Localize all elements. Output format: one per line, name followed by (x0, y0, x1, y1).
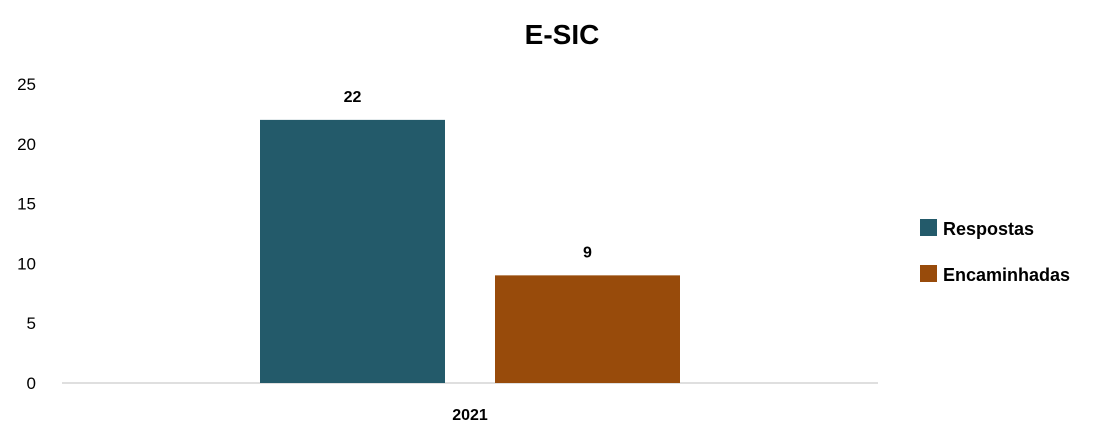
chart-title: E-SIC (525, 19, 600, 50)
y-tick-label: 10 (17, 254, 36, 273)
y-tick-label: 25 (17, 75, 36, 94)
y-tick-label: 20 (17, 135, 36, 154)
data-labels: 22 9 (344, 89, 592, 261)
bar-encaminhadas (495, 275, 680, 383)
legend-swatch-encaminhadas (920, 265, 937, 282)
y-tick-label: 15 (17, 195, 36, 214)
legend-label-respostas: Respostas (943, 219, 1034, 239)
y-tick-label: 5 (27, 314, 36, 333)
data-label-encaminhadas: 9 (583, 244, 592, 261)
data-label-respostas: 22 (344, 89, 362, 106)
bar-respostas (260, 119, 445, 383)
y-axis-ticks: 0 5 10 15 20 25 (17, 75, 36, 393)
legend: Respostas Encaminhadas (920, 219, 1070, 285)
x-tick-label: 2021 (452, 407, 488, 424)
y-tick-label: 0 (27, 374, 36, 393)
legend-label-encaminhadas: Encaminhadas (943, 265, 1070, 285)
legend-swatch-respostas (920, 219, 937, 236)
bars (260, 119, 680, 383)
x-axis-ticks: 2021 (452, 407, 488, 424)
